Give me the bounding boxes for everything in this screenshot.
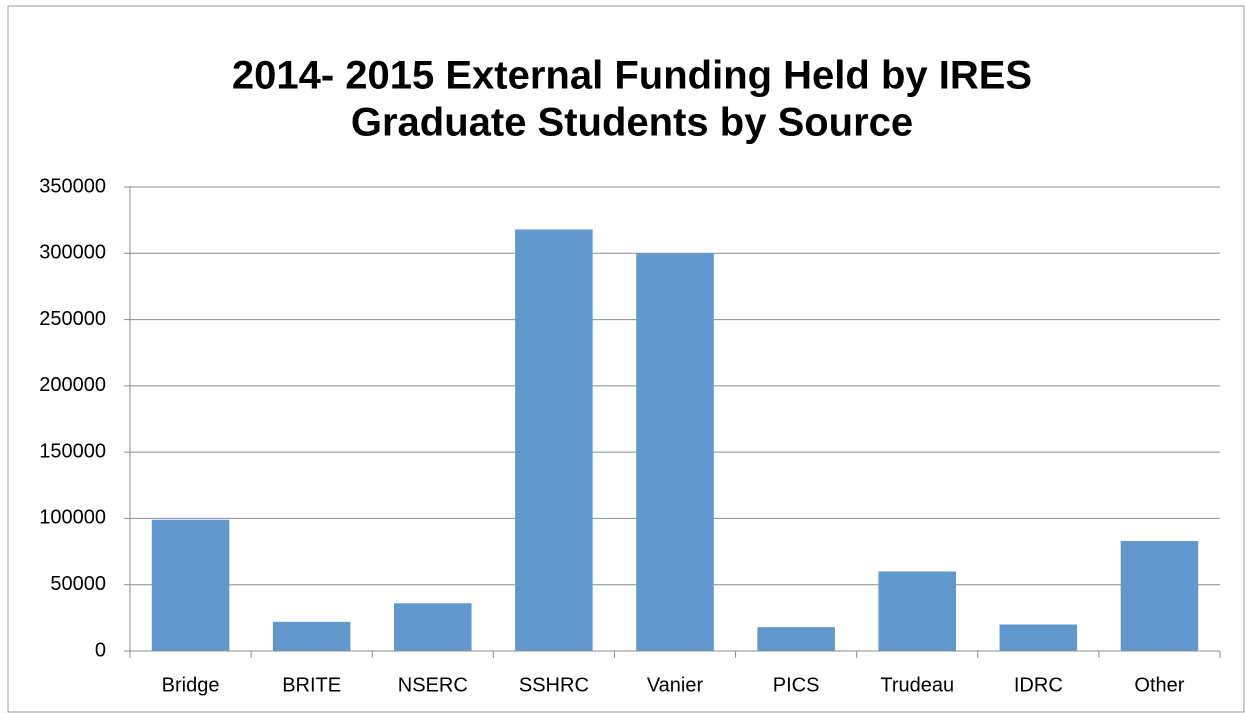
y-tick-label: 200000 <box>39 374 106 396</box>
bar <box>272 621 351 651</box>
bar <box>757 627 835 651</box>
bar <box>636 253 714 652</box>
x-tick-label: NSERC <box>398 674 468 696</box>
y-tick-label: 100000 <box>39 507 106 529</box>
x-tick-label: IDRC <box>1014 674 1063 696</box>
bar <box>1120 540 1199 651</box>
chart-title: 2014- 2015 External Funding Held by IRES <box>232 54 1032 98</box>
y-tick-label: 250000 <box>39 308 106 330</box>
y-tick-label: 350000 <box>39 175 106 197</box>
x-tick-label: PICS <box>773 674 820 696</box>
y-tick-label: 300000 <box>39 242 106 264</box>
chart-title: Graduate Students by Source <box>351 101 913 145</box>
bar <box>878 571 956 651</box>
y-tick-label: 150000 <box>39 440 106 462</box>
x-tick-label: SSHRC <box>519 674 589 696</box>
bar <box>999 624 1078 651</box>
x-tick-label: Vanier <box>647 674 704 696</box>
x-tick-label: Trudeau <box>880 674 954 696</box>
x-tick-label: Other <box>1134 674 1184 696</box>
y-tick-label: 50000 <box>50 573 106 595</box>
x-tick-label: BRITE <box>282 674 341 696</box>
bar <box>515 229 593 651</box>
bar <box>151 519 230 651</box>
y-tick-label: 0 <box>95 639 106 661</box>
x-tick-label: Bridge <box>162 674 220 696</box>
bar <box>394 603 472 651</box>
